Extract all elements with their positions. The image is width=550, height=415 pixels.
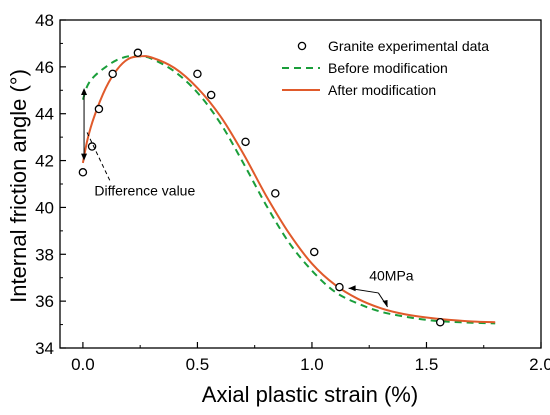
y-axis-ticks: 34 36 38 40 42 44 46 48 bbox=[35, 11, 66, 358]
data-point bbox=[78, 168, 88, 177]
y-tick-label: 48 bbox=[35, 11, 54, 30]
series-line-before-modification bbox=[81, 54, 496, 325]
x-axis-label: Axial plastic strain (%) bbox=[202, 382, 418, 407]
data-point bbox=[435, 317, 445, 327]
pointer-head-left bbox=[348, 285, 356, 292]
data-point bbox=[241, 137, 250, 147]
difference-arrow-head-top bbox=[81, 87, 88, 95]
data-point bbox=[133, 48, 143, 58]
data-point bbox=[271, 189, 280, 198]
legend-label: After modification bbox=[328, 82, 436, 98]
difference-arrow-head-bottom bbox=[81, 153, 88, 161]
legend-label: Before modification bbox=[328, 60, 448, 76]
y-tick-label: 34 bbox=[35, 339, 54, 358]
pointer-head-right bbox=[382, 300, 388, 307]
data-point bbox=[94, 104, 104, 114]
x-tick-label: 1.5 bbox=[415, 355, 439, 374]
y-tick-label: 40 bbox=[35, 198, 54, 217]
legend-label: Granite experimental data bbox=[328, 38, 489, 54]
x-tick-label: 1.0 bbox=[300, 355, 324, 374]
x-tick-label: 0.0 bbox=[71, 355, 95, 374]
annotation-layer: Difference value 40MPa bbox=[81, 87, 414, 308]
data-point bbox=[193, 69, 202, 79]
y-axis-label: Internal friction angle (°) bbox=[6, 69, 31, 303]
legend-marker-scatter bbox=[297, 41, 307, 51]
y-tick-label: 36 bbox=[35, 292, 54, 311]
data-point bbox=[309, 247, 319, 257]
annotation-40mpa: 40MPa bbox=[369, 268, 414, 284]
data-point bbox=[108, 69, 117, 79]
legend: Granite experimental data Before modifica… bbox=[282, 38, 489, 98]
series-layer bbox=[78, 48, 496, 327]
annotation-difference-value: Difference value bbox=[94, 183, 195, 199]
data-point bbox=[87, 142, 97, 151]
data-point bbox=[206, 90, 216, 100]
y-tick-label: 38 bbox=[35, 245, 54, 264]
data-point bbox=[335, 282, 344, 292]
x-axis-ticks: 0.0 0.5 1.0 1.5 2.0 bbox=[71, 342, 550, 374]
difference-leader bbox=[86, 132, 111, 182]
x-tick-label: 0.5 bbox=[186, 355, 210, 374]
x-tick-label: 2.0 bbox=[529, 355, 550, 374]
y-tick-label: 42 bbox=[35, 152, 54, 171]
y-tick-label: 46 bbox=[35, 58, 54, 77]
y-tick-label: 44 bbox=[35, 105, 54, 124]
